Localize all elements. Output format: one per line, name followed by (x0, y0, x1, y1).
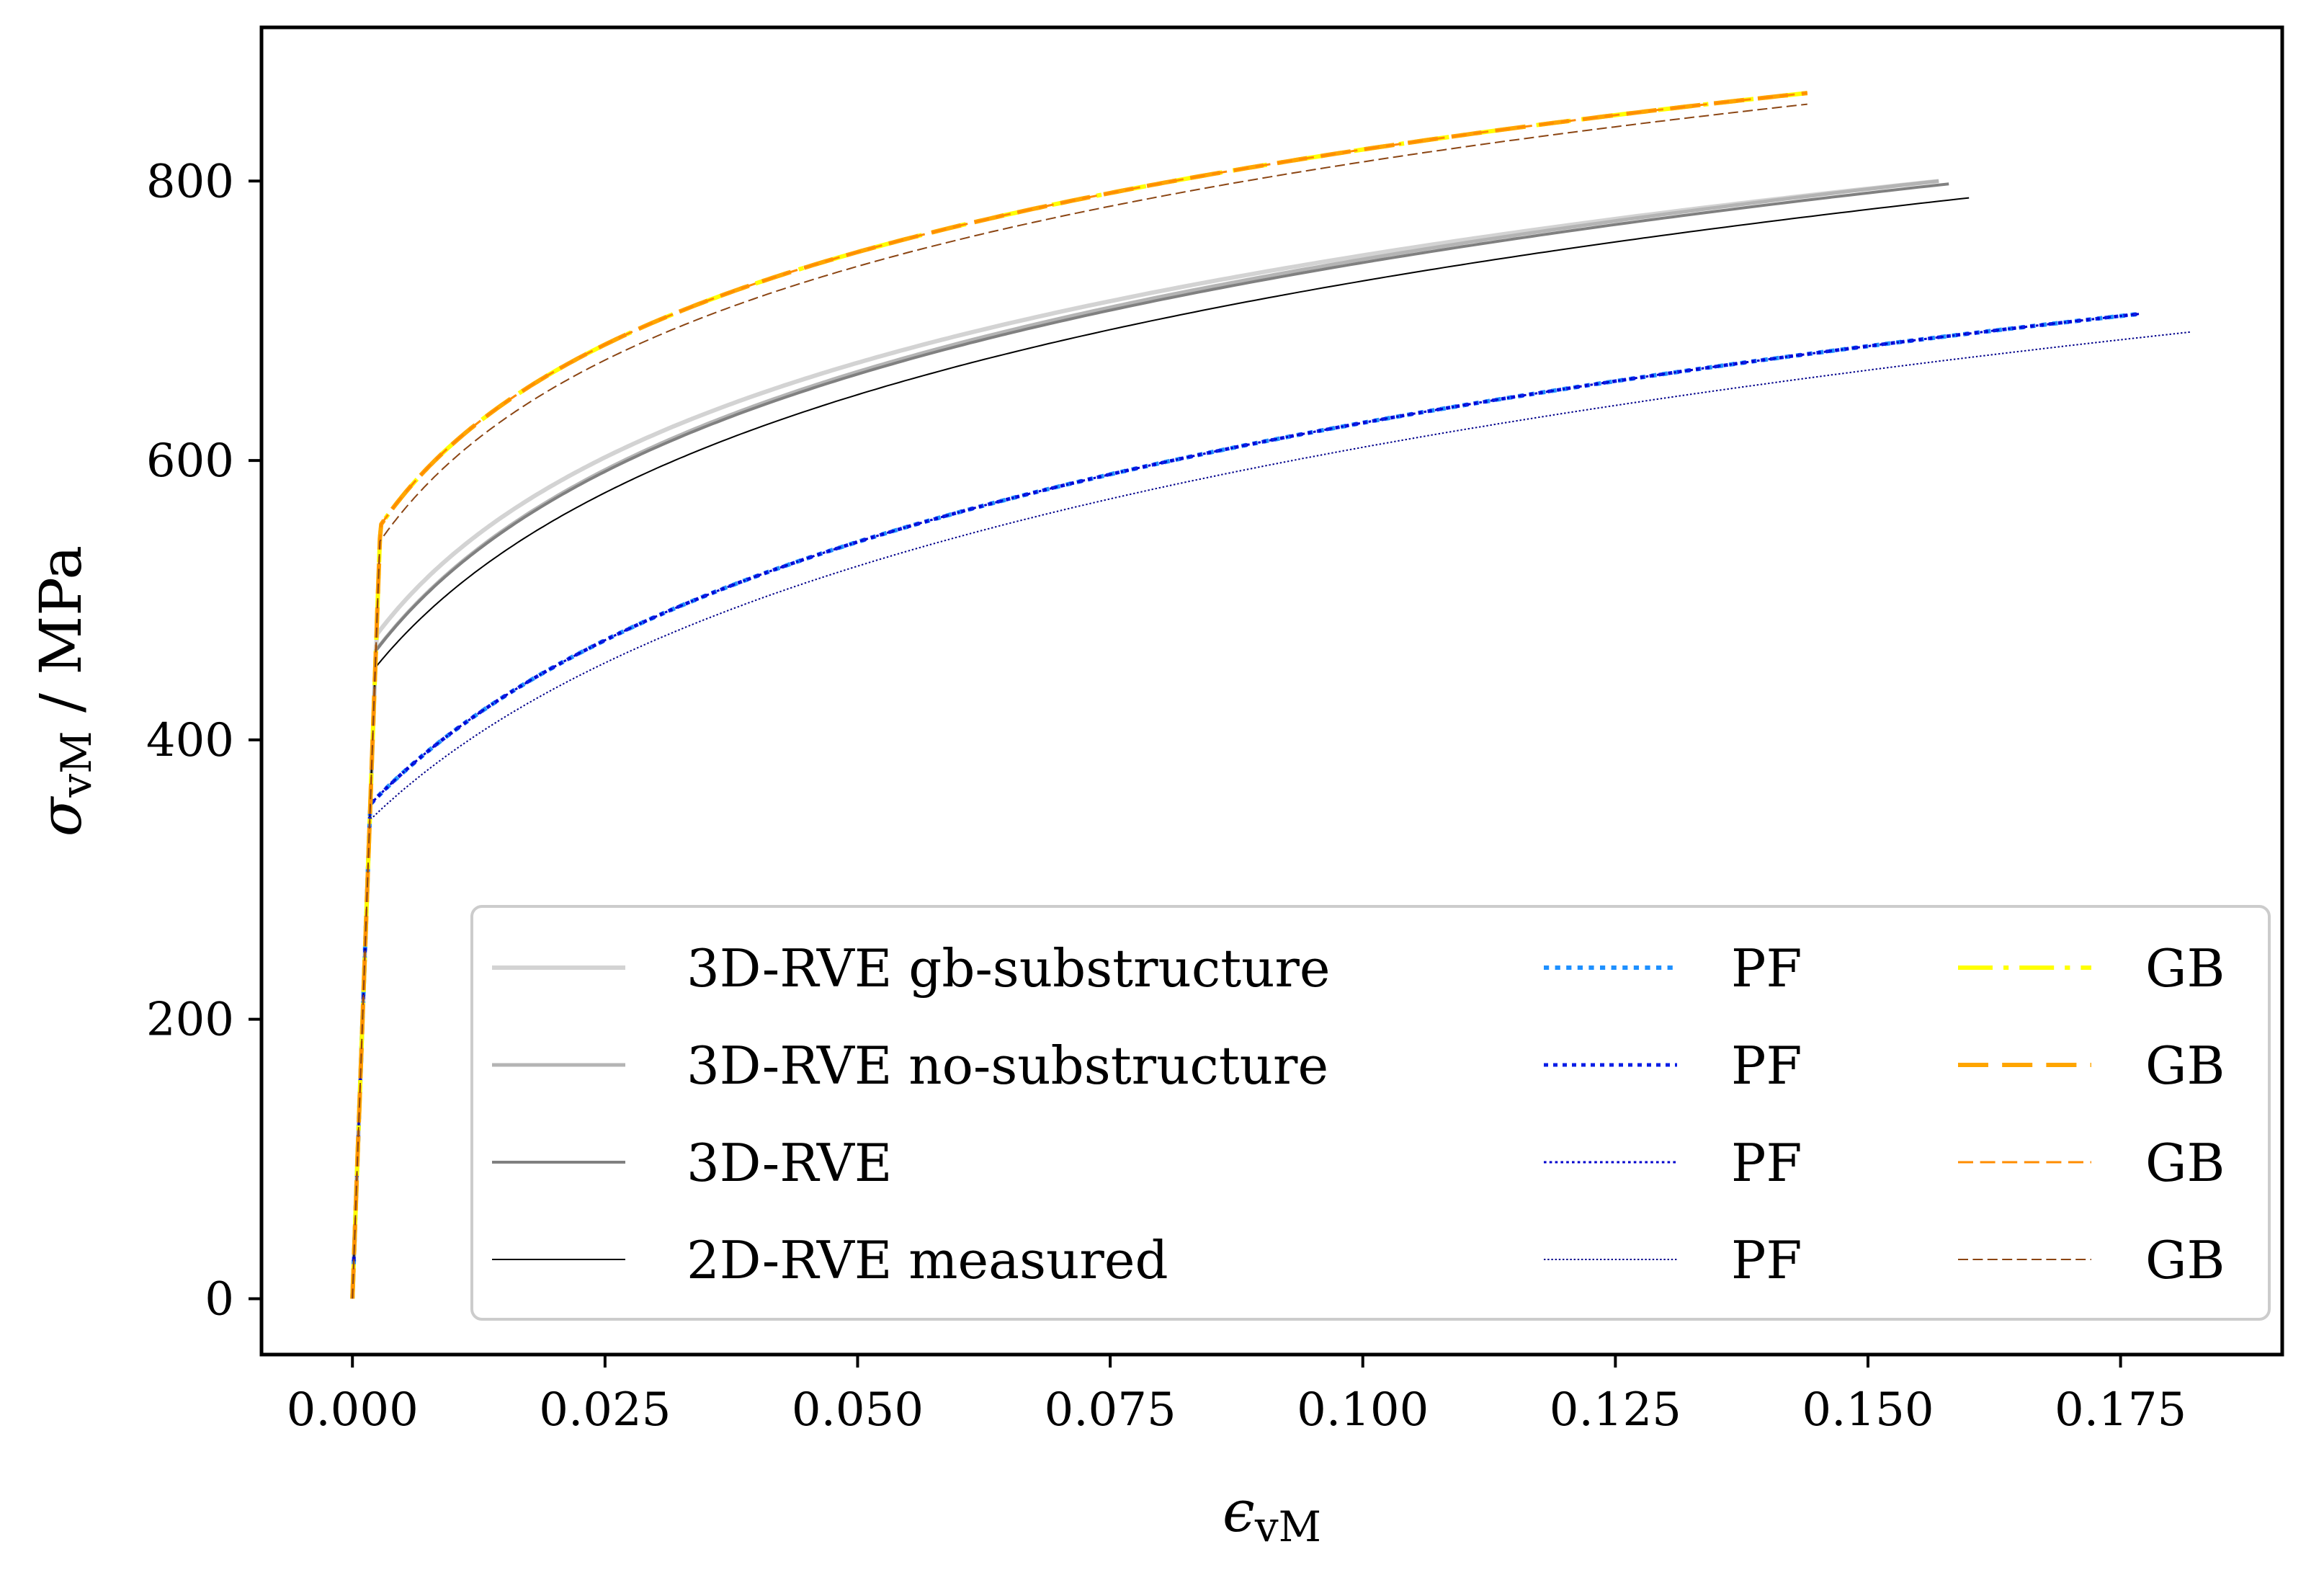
x-axis-title-subscript: vM (1254, 1502, 1321, 1551)
y-axis-title-symbol: σ (27, 795, 94, 837)
series-line-1 (350, 179, 1939, 1301)
legend-box (470, 905, 2271, 1321)
series-layer (350, 91, 2191, 1301)
y-axis-title-unit: / MPa (27, 545, 94, 731)
series-line-12 (352, 103, 1807, 1299)
legend-label: PF (1731, 1230, 1802, 1290)
legend-label: GB (2145, 938, 2225, 999)
x-tick-label: 0.100 (1297, 1383, 1429, 1437)
series-line-6 (350, 312, 2141, 1301)
x-tick-label: 0.150 (1802, 1383, 1934, 1437)
legend-items: 3D-RVE gb-substructure 3D-RVE no-substruc… (492, 938, 2225, 1290)
x-tick-label: 0.075 (1044, 1383, 1176, 1437)
legend: 3D-RVE gb-substructure 3D-RVE no-substruc… (470, 905, 2271, 1321)
x-axis-ticks: 0.000 0.025 0.050 0.075 0.100 0.125 0.150 0.175 (287, 1355, 2186, 1437)
plot-frame (259, 25, 2284, 1357)
series-line-5 (350, 311, 2141, 1301)
series-line-9 (350, 91, 1808, 1301)
y-axis-title: σvM / MPa (27, 545, 101, 837)
y-tick-label: 800 (146, 155, 234, 208)
y-tick-label: 400 (146, 714, 234, 767)
y-tick-label: 600 (146, 434, 234, 488)
legend-label: 3D-RVE no-substructure (687, 1035, 1328, 1096)
series-line-11 (351, 92, 1807, 1300)
x-tick-label: 0.050 (792, 1383, 924, 1437)
x-axis-title-symbol: ϵ (1223, 1478, 1255, 1545)
legend-label: GB (2145, 1230, 2225, 1290)
legend-label: GB (2145, 1035, 2225, 1096)
legend-label: PF (1731, 1133, 1802, 1193)
y-tick-label: 200 (146, 994, 234, 1047)
series-line-8 (352, 331, 2191, 1299)
y-axis-title-subscript: vM (52, 731, 101, 798)
x-tick-label: 0.175 (2055, 1383, 2186, 1437)
legend-label: 2D-RVE measured (687, 1230, 1168, 1290)
legend-label: GB (2145, 1133, 2225, 1193)
series-line-4 (352, 197, 1970, 1299)
legend-label: 3D-RVE (687, 1133, 892, 1193)
y-tick-label: 0 (205, 1272, 234, 1326)
legend-label: PF (1731, 1035, 1802, 1096)
series-line-3 (351, 182, 1949, 1300)
x-tick-label: 0.025 (539, 1383, 671, 1437)
x-tick-label: 0.125 (1550, 1383, 1681, 1437)
legend-label: 3D-RVE gb-substructure (687, 938, 1331, 999)
x-axis-title: ϵvM (1223, 1478, 1321, 1551)
y-axis-ticks: 0 200 400 600 800 (146, 155, 262, 1326)
x-tick-label: 0.000 (287, 1383, 419, 1437)
legend-label: PF (1731, 938, 1802, 999)
